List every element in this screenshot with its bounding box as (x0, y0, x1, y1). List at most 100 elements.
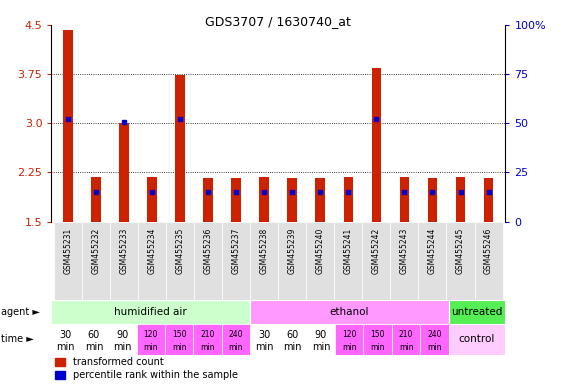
Text: min: min (228, 343, 243, 352)
Bar (231, 178, 241, 222)
Text: control: control (459, 334, 495, 344)
Text: min: min (143, 343, 158, 352)
Text: min: min (85, 342, 103, 352)
Bar (287, 178, 297, 222)
Text: GSM455244: GSM455244 (428, 228, 437, 274)
Text: 120: 120 (342, 330, 356, 339)
Text: GSM455246: GSM455246 (484, 228, 493, 274)
FancyBboxPatch shape (250, 222, 279, 300)
Bar (316, 178, 325, 222)
FancyBboxPatch shape (279, 222, 307, 300)
Text: 60: 60 (287, 330, 299, 340)
Text: GSM455234: GSM455234 (148, 228, 157, 274)
Text: time ►: time ► (1, 334, 34, 344)
FancyBboxPatch shape (82, 222, 110, 300)
Bar (63, 30, 73, 222)
FancyBboxPatch shape (250, 324, 279, 355)
Text: GSM455231: GSM455231 (64, 228, 73, 274)
FancyBboxPatch shape (419, 222, 447, 300)
FancyBboxPatch shape (279, 324, 307, 355)
Bar (91, 177, 101, 222)
Text: GSM455240: GSM455240 (316, 228, 325, 274)
Text: humidified air: humidified air (114, 307, 187, 317)
Bar (428, 178, 437, 222)
Text: ethanol: ethanol (329, 307, 369, 317)
Text: GDS3707 / 1630740_at: GDS3707 / 1630740_at (206, 15, 351, 28)
Text: min: min (427, 343, 441, 352)
Bar (259, 177, 270, 222)
FancyBboxPatch shape (194, 222, 222, 300)
FancyBboxPatch shape (136, 324, 165, 355)
Text: min: min (312, 342, 330, 352)
Text: min: min (342, 343, 356, 352)
Bar (484, 178, 493, 222)
Text: min: min (57, 342, 75, 352)
Text: 150: 150 (371, 330, 385, 339)
FancyBboxPatch shape (110, 222, 138, 300)
Text: GSM455236: GSM455236 (204, 228, 213, 274)
FancyBboxPatch shape (80, 324, 108, 355)
Text: 240: 240 (228, 330, 243, 339)
Text: GSM455239: GSM455239 (288, 228, 297, 274)
Bar (147, 177, 157, 222)
Bar (344, 177, 353, 222)
Text: 150: 150 (172, 330, 186, 339)
Bar (175, 75, 185, 222)
FancyBboxPatch shape (54, 222, 82, 300)
Text: 210: 210 (200, 330, 215, 339)
Text: GSM455241: GSM455241 (344, 228, 353, 274)
Text: 90: 90 (116, 330, 128, 340)
Bar (456, 177, 465, 222)
Text: 120: 120 (143, 330, 158, 339)
Text: min: min (113, 342, 131, 352)
FancyBboxPatch shape (392, 324, 420, 355)
FancyBboxPatch shape (449, 300, 505, 324)
Bar (372, 68, 381, 222)
Text: GSM455238: GSM455238 (260, 228, 269, 274)
Text: 30: 30 (258, 330, 270, 340)
Text: 240: 240 (427, 330, 441, 339)
FancyBboxPatch shape (166, 222, 194, 300)
FancyBboxPatch shape (449, 324, 505, 355)
FancyBboxPatch shape (391, 222, 419, 300)
Bar (203, 178, 213, 222)
FancyBboxPatch shape (250, 300, 449, 324)
FancyBboxPatch shape (335, 222, 363, 300)
FancyBboxPatch shape (307, 222, 335, 300)
FancyBboxPatch shape (363, 222, 391, 300)
FancyBboxPatch shape (364, 324, 392, 355)
FancyBboxPatch shape (447, 222, 475, 300)
FancyBboxPatch shape (138, 222, 166, 300)
Text: min: min (399, 343, 413, 352)
Text: untreated: untreated (451, 307, 502, 317)
Text: GSM455243: GSM455243 (400, 228, 409, 274)
Text: min: min (255, 342, 274, 352)
FancyBboxPatch shape (307, 324, 335, 355)
FancyBboxPatch shape (165, 324, 193, 355)
Text: 30: 30 (59, 330, 72, 340)
Legend: transformed count, percentile rank within the sample: transformed count, percentile rank withi… (51, 354, 242, 384)
FancyBboxPatch shape (51, 300, 250, 324)
Text: 210: 210 (399, 330, 413, 339)
Text: GSM455233: GSM455233 (120, 228, 128, 274)
Text: min: min (200, 343, 215, 352)
FancyBboxPatch shape (108, 324, 136, 355)
Text: 90: 90 (315, 330, 327, 340)
Text: min: min (172, 343, 186, 352)
Text: GSM455245: GSM455245 (456, 228, 465, 274)
Text: min: min (283, 342, 302, 352)
FancyBboxPatch shape (193, 324, 222, 355)
FancyBboxPatch shape (51, 324, 80, 355)
Bar (119, 122, 129, 222)
Text: min: min (371, 343, 385, 352)
Bar (400, 177, 409, 222)
FancyBboxPatch shape (335, 324, 364, 355)
Text: agent ►: agent ► (1, 307, 40, 317)
Text: 60: 60 (88, 330, 100, 340)
Text: GSM455242: GSM455242 (372, 228, 381, 274)
Text: GSM455232: GSM455232 (92, 228, 100, 274)
Text: GSM455235: GSM455235 (176, 228, 185, 274)
Text: GSM455237: GSM455237 (232, 228, 241, 274)
FancyBboxPatch shape (420, 324, 449, 355)
FancyBboxPatch shape (222, 222, 250, 300)
